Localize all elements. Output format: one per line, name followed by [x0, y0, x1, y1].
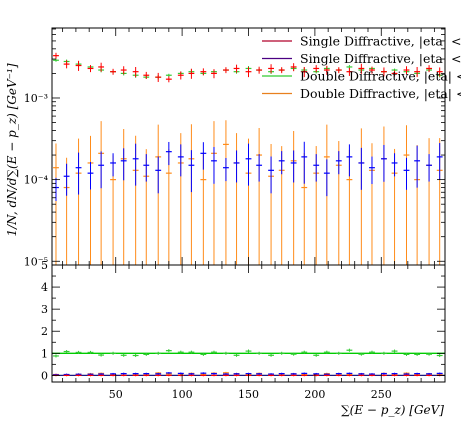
- legend-entry: Single Diffractive, |eta| < 3: [300, 51, 461, 66]
- axes: 10⁻⁵ 10⁻⁴ 10⁻³ 50 100 150 200 250 0 1 2 3 4 5: [24, 27, 446, 401]
- x-tick-label: 200: [304, 388, 325, 401]
- y-axis-title: 1/N, dN/d∑(E − p_z) [GeV⁻¹]: [5, 63, 19, 236]
- x-tick-label: 250: [371, 388, 392, 401]
- ratio-y-tick-label: 0: [41, 369, 48, 382]
- ratio-y-tick-label: 3: [41, 303, 48, 316]
- x-axis-title: ∑(E − p_z) [GeV]: [341, 403, 444, 417]
- legend: Single Diffractive, |eta| < 5 Single Diff…: [262, 34, 461, 101]
- legend-entry: Double Diffractive, |eta| < 3: [300, 86, 461, 101]
- main-y-tick-label: 10⁻³: [24, 92, 48, 105]
- ratio-y-tick-label: 5: [41, 259, 48, 272]
- main-y-tick-label: 10⁻⁵: [24, 255, 48, 268]
- legend-entry: Single Diffractive, |eta| < 5: [300, 34, 461, 49]
- x-tick-label: 100: [172, 388, 193, 401]
- main-panel-marks: [53, 52, 443, 265]
- ratio-frame: [51, 264, 446, 383]
- x-tick-label: 150: [238, 388, 259, 401]
- ratio-y-tick-label: 4: [41, 281, 48, 294]
- x-tick-label: 50: [109, 388, 123, 401]
- ratio-y-tick-label: 1: [41, 347, 48, 360]
- legend-entry: Double Diffractive, |eta| < 5: [300, 69, 461, 84]
- main-y-tick-label: 10⁻⁴: [24, 174, 49, 187]
- ratio-panel-marks: [52, 348, 445, 377]
- ratio-y-tick-label: 2: [41, 325, 48, 338]
